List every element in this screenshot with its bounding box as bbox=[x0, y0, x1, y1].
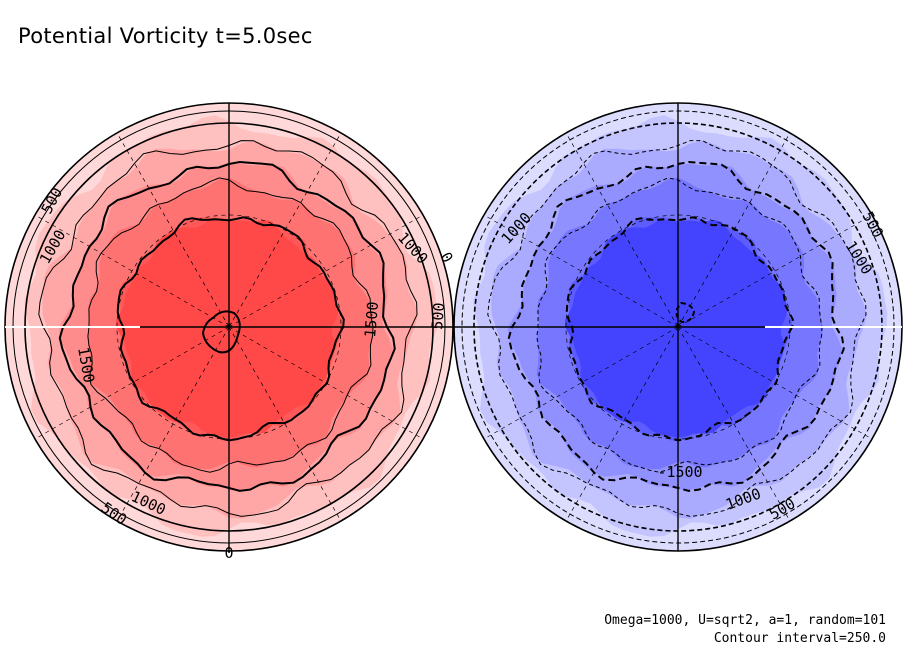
right-meridian-8 bbox=[565, 132, 679, 328]
right-center-marker: * bbox=[675, 320, 682, 336]
right-meridian-11 bbox=[677, 214, 873, 328]
left-fill-band-6 bbox=[116, 219, 338, 438]
contour-interval-note: Contour interval=250.0 bbox=[713, 631, 886, 646]
left-meridian-8 bbox=[116, 132, 230, 328]
right-meridian-2 bbox=[677, 326, 791, 522]
right-label-1500-s: -1500 bbox=[657, 463, 702, 481]
left-meridian-5 bbox=[34, 326, 230, 440]
left-center-marker: * bbox=[226, 320, 233, 336]
left-meridian-11 bbox=[228, 214, 424, 328]
left-label-0-s: 0 bbox=[224, 544, 233, 562]
left-contour-fills bbox=[5, 103, 453, 551]
right-meridian-5 bbox=[483, 326, 679, 440]
right-hemisphere-panel: * 1000 500 1000 -1500 1000 500 bbox=[453, 102, 903, 552]
left-meridian-2 bbox=[228, 326, 342, 522]
right-fill-band-6 bbox=[565, 219, 787, 438]
left-label-1500-w: 1500 bbox=[74, 346, 98, 385]
left-label-1500-e: 1500 bbox=[361, 301, 382, 339]
parameters-note: Omega=1000, U=sqrt2, a=1, random=101 bbox=[604, 613, 886, 628]
plot-title: Potential Vorticity t=5.0sec bbox=[18, 24, 313, 48]
left-hemisphere-panel: * 500 1000 1000 0 500 1500 1500 1000 500… bbox=[4, 102, 470, 562]
right-center-vortex-contour bbox=[675, 301, 696, 324]
left-center-vortex-contour bbox=[201, 310, 241, 354]
left-label-500-e: 500 bbox=[428, 302, 448, 331]
